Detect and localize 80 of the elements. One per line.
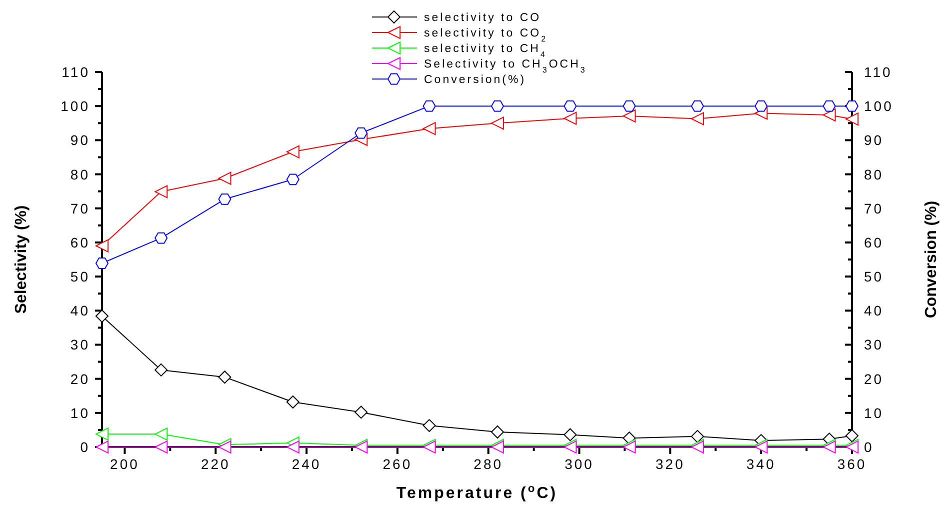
point — [690, 430, 704, 443]
point — [490, 100, 504, 112]
y2-tick-label: 80 — [864, 166, 884, 182]
point — [218, 370, 232, 384]
point — [218, 440, 232, 454]
point — [154, 440, 168, 454]
point — [154, 428, 168, 441]
y-tick-label: 50 — [70, 268, 90, 285]
legend-label: selectivity to CO$_{2}$ — [424, 28, 548, 43]
x-tick-label: 260 — [382, 456, 412, 472]
y2-tick-label: 30 — [864, 336, 884, 353]
point — [690, 112, 704, 126]
point — [154, 232, 168, 244]
legend-label: selectivity to CH$_{4}$ — [424, 43, 547, 58]
legend-label: selectivity to CO — [424, 12, 542, 24]
point — [286, 145, 300, 158]
point — [422, 122, 436, 136]
point — [96, 239, 108, 252]
point — [490, 116, 504, 130]
y2-tick-label: 110 — [864, 64, 892, 80]
y2-tick-label: 20 — [864, 370, 884, 387]
point — [286, 396, 300, 408]
y-tick-label: 110 — [62, 64, 90, 80]
point — [354, 127, 368, 139]
y2-tick-label: 100 — [864, 98, 894, 114]
point — [846, 100, 858, 112]
point — [154, 185, 168, 198]
point — [96, 258, 108, 269]
y2-tick-label: 10 — [864, 404, 884, 421]
legend-label: Conversion(%) — [424, 74, 526, 86]
point — [822, 100, 836, 112]
point — [822, 108, 836, 122]
x-tick-label: 220 — [200, 456, 230, 472]
x-tick-label: 280 — [474, 456, 504, 472]
y2-tick-label: 40 — [864, 302, 884, 319]
x-tick-label: 360 — [837, 456, 867, 472]
point — [354, 406, 368, 419]
point — [422, 419, 436, 432]
y-tick-label: 60 — [70, 234, 90, 250]
point — [286, 440, 300, 454]
point — [564, 112, 577, 125]
point — [564, 100, 577, 112]
y-tick-label: 80 — [70, 166, 90, 182]
point — [96, 428, 108, 441]
y-tick-label: 30 — [70, 336, 90, 353]
point — [846, 429, 858, 442]
y2-tick-label: 70 — [864, 200, 884, 216]
y-axis-title: Selectivity (%) — [13, 205, 30, 314]
y2-tick-label: 0 — [864, 439, 874, 455]
point — [690, 100, 704, 112]
legend-label: Selectivity to CH$_{3}$OCH$_{3}$ — [424, 58, 587, 74]
y-tick-label: 90 — [70, 132, 90, 148]
point — [218, 193, 232, 205]
y-tick-label: 70 — [70, 200, 90, 216]
point — [490, 426, 504, 438]
point — [622, 100, 636, 112]
point — [846, 112, 858, 126]
y-tick-label: 10 — [70, 404, 90, 421]
y2-tick-label: 50 — [864, 268, 884, 285]
point — [154, 363, 168, 376]
point — [218, 172, 232, 185]
point — [754, 100, 768, 112]
y2-tick-label: 90 — [864, 132, 884, 148]
x-tick-label: 340 — [746, 456, 776, 472]
x-tick-label: 300 — [564, 456, 594, 472]
point — [96, 310, 108, 323]
x-axis-title: Temperature ($^{o}$C) — [396, 483, 558, 502]
point — [622, 109, 636, 122]
x-tick-label: 200 — [110, 456, 140, 472]
y-tick-label: 100 — [60, 98, 90, 114]
point — [286, 174, 300, 186]
y2-axis-title: Conversion (%) — [923, 200, 940, 318]
point — [564, 428, 577, 442]
y-tick-label: 40 — [70, 302, 90, 319]
y-tick-label: 20 — [70, 370, 90, 387]
x-tick-label: 240 — [292, 456, 322, 472]
point — [422, 100, 436, 112]
y2-tick-label: 60 — [864, 234, 884, 250]
x-tick-label: 320 — [656, 456, 685, 472]
y-tick-label: 0 — [80, 439, 90, 455]
